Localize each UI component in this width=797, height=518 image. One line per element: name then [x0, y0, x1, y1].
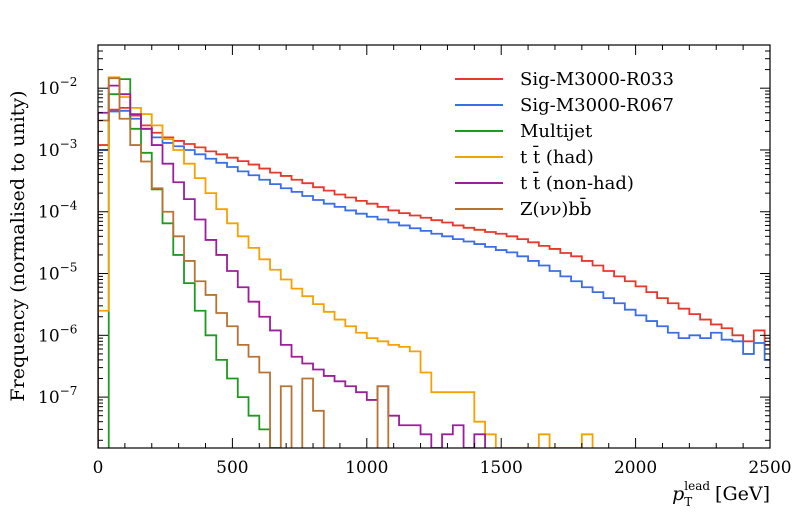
x-tick-label-1: 500	[216, 458, 248, 478]
x-tick-label-4: 2000	[614, 458, 657, 478]
legend-label-4: t t̄ (non-had)	[520, 170, 634, 194]
series-layer	[98, 76, 770, 448]
series-line-5	[98, 77, 390, 448]
legend-label-3: t t̄ (had)	[520, 144, 594, 168]
legend-label-2: Multijet	[520, 121, 593, 142]
y-tick-label-1: 10−3	[38, 137, 77, 161]
x-axis-title: pTlead [GeV]	[672, 479, 770, 509]
x-axis-title-sub: T	[684, 495, 692, 509]
series-line-0	[98, 106, 770, 448]
legend-label-5: Z(νν)bb̄	[520, 196, 591, 220]
y-tick-label-4: 10−6	[38, 322, 77, 346]
y-tick-label-0: 10−2	[38, 75, 77, 99]
x-axis-title-unit: [GeV]	[715, 483, 770, 505]
series-line-1	[98, 109, 770, 448]
ticks-layer	[97, 44, 771, 448]
x-axis-title-sup: lead	[684, 479, 710, 493]
y-tick-label-3: 10−5	[38, 261, 77, 285]
x-tick-label-3: 1500	[480, 458, 523, 478]
x-tick-label-5: 2500	[748, 458, 791, 478]
series-line-3	[98, 76, 594, 448]
x-tick-label-0: 0	[93, 458, 104, 478]
series-line-2	[107, 78, 282, 448]
x-tick-label-2: 1000	[345, 458, 388, 478]
labels-layer: 0 500 1000 1500 2000 2500 10−2 10−3 10−4 10−5 10−6…	[38, 75, 792, 478]
y-tick-label-2: 10−4	[38, 199, 78, 223]
legend-label-1: Sig-M3000-R067	[520, 95, 674, 116]
x-axis-title-main: p	[672, 483, 684, 505]
y-axis-title: Frequency (normalised to unity)	[7, 90, 29, 401]
series-line-4	[98, 84, 486, 448]
y-tick-label-5: 10−7	[38, 384, 77, 408]
legend-label-0: Sig-M3000-R033	[520, 69, 674, 90]
plot-frame	[97, 44, 771, 449]
